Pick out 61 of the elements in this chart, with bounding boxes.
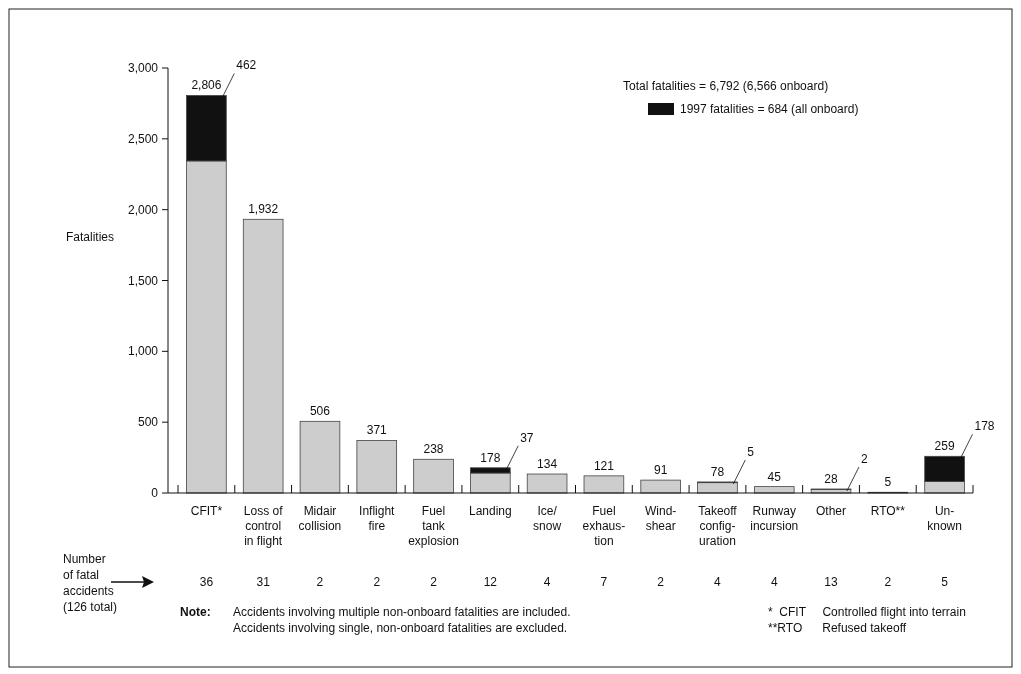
y-tick-label: 2,000: [127, 202, 159, 217]
x-tick-label: Fuel exhaus- tion: [582, 504, 626, 548]
text: 4: [543, 575, 551, 589]
text: 4: [770, 575, 778, 589]
text: Number of fatal accidents (126 total): [63, 552, 118, 614]
x-tick-label: Takeoff config- uration: [698, 504, 738, 548]
data-label: 462: [236, 58, 257, 73]
x-tick-label: Loss of control in flight: [243, 504, 284, 548]
total-label: 2,806: [191, 78, 222, 93]
total-label: 371: [366, 423, 388, 438]
y-tick-label: 1,000: [127, 344, 159, 359]
text: Accidents involving multiple non-onboard fatalities are included. Accidents involving single, non-onboard fatalities are excluded.: [233, 605, 571, 635]
text: 2: [316, 575, 324, 589]
total-label: 5: [884, 475, 892, 490]
text: 2: [373, 575, 381, 589]
y-tick-label: 3,000: [127, 61, 159, 75]
total-label: 28: [824, 472, 839, 487]
text: 2: [430, 575, 438, 589]
total-label: 78: [710, 464, 725, 479]
y-tick-label: 1,500: [127, 273, 159, 288]
data-label: 2: [860, 452, 868, 467]
text: 7: [600, 575, 608, 589]
text: 5: [941, 575, 949, 589]
data-label: 37: [520, 430, 534, 445]
y-tick-label: 2,500: [127, 131, 159, 146]
total-label: 259: [934, 439, 955, 454]
total-label: 91: [654, 463, 668, 478]
x-tick-label: RTO**: [870, 504, 906, 518]
text: 36: [199, 575, 214, 589]
data-label: 5: [747, 444, 755, 459]
text: 12: [483, 575, 498, 589]
x-tick-label: Other: [816, 504, 847, 518]
x-tick-label: CFIT*: [190, 504, 223, 518]
text: Note:: [180, 605, 211, 619]
total-label: 506: [309, 404, 331, 419]
x-tick-label: Un- known: [927, 504, 962, 533]
x-tick-label: Runway incursion: [750, 504, 799, 533]
x-tick-label: Ice/ snow: [533, 504, 562, 533]
x-tick-label: Fuel tank explosion: [408, 504, 459, 548]
text: 2: [657, 575, 665, 589]
text: 31: [256, 575, 271, 589]
total-label: 134: [537, 457, 558, 472]
total-label: 178: [480, 450, 501, 465]
y-tick-label: 0: [151, 486, 159, 500]
x-tick-label: Inflight fire: [359, 504, 396, 533]
text: 4: [714, 575, 722, 589]
data-label: 178: [974, 419, 995, 434]
x-tick-label: Midair collision: [298, 504, 342, 533]
legend-label: 1997 fatalities = 684 (all onboard): [680, 102, 859, 116]
total-label: 45: [767, 469, 782, 484]
y-tick-label: 500: [137, 415, 159, 430]
x-tick-label: Landing: [468, 504, 512, 518]
text: 13: [824, 575, 839, 589]
total-label: 238: [423, 442, 444, 457]
annotation: Total fatalities = 6,792 (6,566 onboard): [623, 79, 829, 93]
text: 2: [884, 575, 892, 589]
total-label: 1,932: [248, 202, 279, 217]
y-axis-title: Fatalities: [66, 229, 115, 244]
text: * CFIT Controlled flight into terrain **RTO Refused takeoff: [768, 605, 966, 635]
total-label: 121: [593, 458, 615, 473]
x-tick-label: Wind- shear: [645, 504, 677, 533]
